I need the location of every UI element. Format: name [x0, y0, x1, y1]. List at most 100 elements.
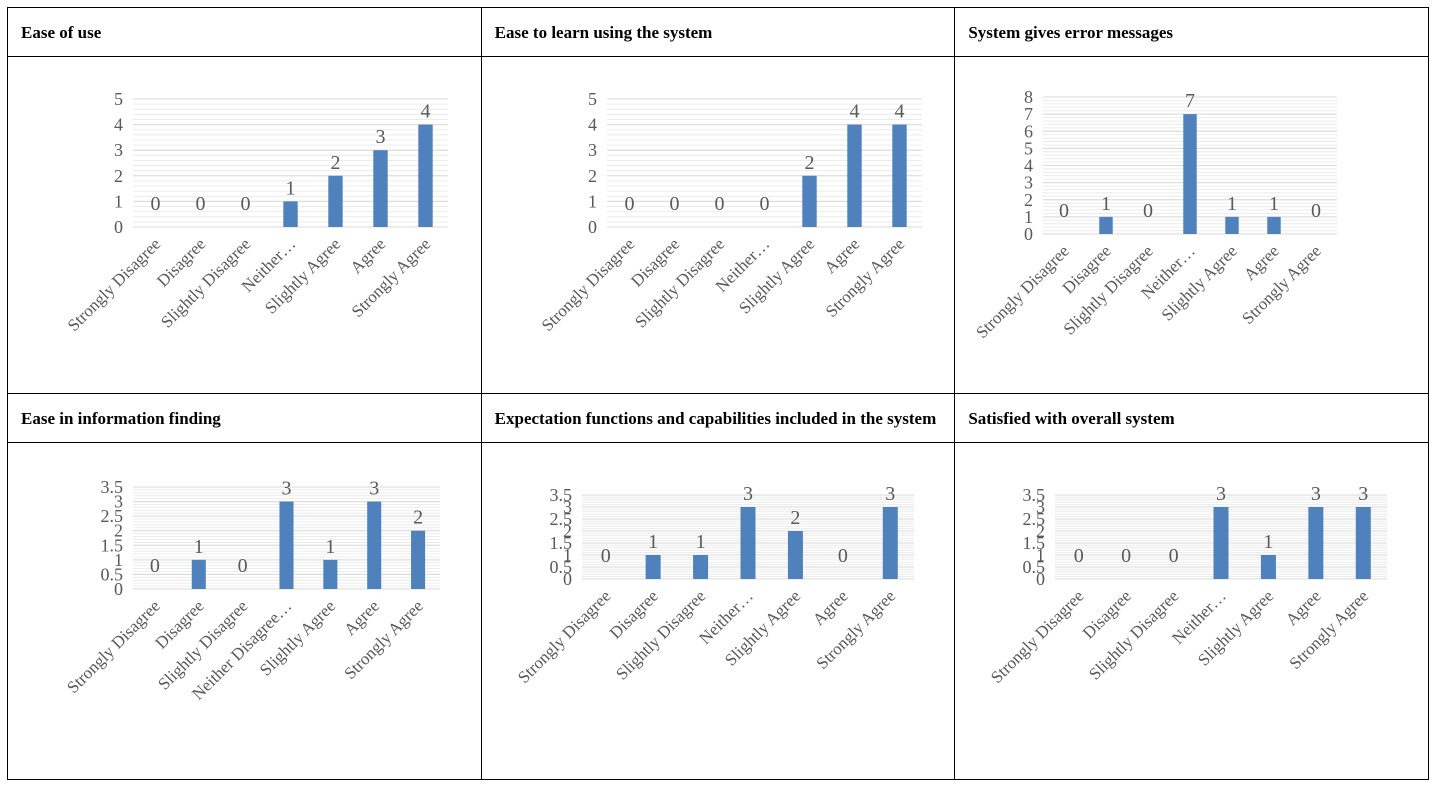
data-label: 0 — [1169, 545, 1179, 567]
y-tick-label: 8 — [1024, 87, 1033, 107]
data-label: 1 — [286, 177, 296, 199]
data-label: 3 — [376, 126, 386, 148]
data-label: 2 — [413, 507, 423, 529]
chart-cell: 0 1 2 3 4 5 6 7 8 0 Strongly Disagree 1 Disagree 0 Sli… — [954, 56, 1429, 394]
data-label: 0 — [151, 193, 161, 215]
y-tick-label: 5 — [1024, 138, 1033, 158]
chart-title: Ease to learn using the system — [494, 22, 713, 42]
data-label: 1 — [1269, 193, 1279, 215]
data-label: 4 — [894, 101, 904, 123]
bar — [801, 175, 817, 227]
category-label: Strongly Agree — [348, 234, 435, 321]
y-tick-label: 0.5 — [101, 564, 124, 584]
y-tick-label: 1 — [563, 545, 572, 565]
y-tick-label: 4 — [114, 115, 123, 135]
y-tick-label: 0 — [588, 217, 597, 237]
data-label: 0 — [759, 193, 769, 215]
data-label: 3 — [885, 483, 895, 505]
bar — [323, 559, 338, 589]
chart-cell: 0 1 2 3 4 5 0 Strongly Disagree 0 Disagree 0 Slight… — [480, 56, 956, 394]
y-tick-label: 3 — [563, 497, 572, 517]
y-tick-label: 0 — [114, 217, 123, 237]
data-label: 3 — [369, 478, 379, 500]
chart-header: Ease in information finding — [7, 393, 482, 443]
y-tick-label: 1.5 — [101, 535, 124, 555]
bar — [418, 124, 433, 227]
data-label: 0 — [838, 545, 848, 567]
y-tick-label: 1 — [114, 191, 123, 211]
y-tick-label: 1.5 — [1023, 533, 1046, 553]
data-label: 0 — [241, 193, 251, 215]
bar — [411, 530, 426, 589]
y-tick-label: 6 — [1024, 121, 1033, 141]
y-tick-label: 1 — [1036, 545, 1045, 565]
category-label: Strongly Disagree — [987, 586, 1088, 687]
chart-title: System gives error messages — [968, 22, 1174, 42]
bar — [279, 501, 294, 589]
data-label: 0 — [1143, 200, 1153, 222]
chart-cell: 0 0.5 1 1.5 2 2.5 3 3.5 0 Strongly Disagree 0 Disag… — [954, 442, 1429, 780]
data-label: 0 — [150, 555, 160, 577]
data-label: 1 — [1101, 193, 1111, 215]
data-label: 0 — [1059, 200, 1069, 222]
data-label: 0 — [669, 193, 679, 215]
category-label: Strongly Disagree — [514, 586, 615, 687]
chart-header: System gives error messages — [954, 7, 1429, 57]
bar — [191, 559, 206, 589]
y-tick-label: 2.5 — [101, 506, 124, 526]
chart-header: Satisfied with overall system — [954, 393, 1429, 443]
category-label: Strongly Agree — [821, 234, 908, 321]
data-label: 0 — [714, 193, 724, 215]
data-label: 0 — [1121, 545, 1131, 567]
bar — [1213, 507, 1229, 579]
charts-table: Ease of use Ease to learn using the syst… — [7, 7, 1429, 780]
bar — [328, 175, 343, 227]
y-tick-label: 3.5 — [549, 485, 572, 505]
data-label: 0 — [238, 555, 248, 577]
chart-cell: 0 1 2 3 4 5 0 Strongly Disagree 0 Disagree 0 Slight… — [7, 56, 482, 394]
bar — [1183, 114, 1198, 234]
data-label: 7 — [1185, 90, 1195, 112]
chart-title: Satisfied with overall system — [968, 408, 1175, 428]
data-label: 0 — [624, 193, 634, 215]
data-label: 1 — [1227, 193, 1237, 215]
chart-header: Ease to learn using the system — [480, 7, 956, 57]
y-tick-label: 0.5 — [549, 557, 572, 577]
bar — [882, 507, 898, 579]
bar — [1225, 216, 1240, 234]
category-label: Strongly Disagree — [63, 596, 164, 697]
y-tick-label: 3 — [114, 140, 123, 160]
y-tick-label: 2 — [588, 166, 597, 186]
category-label: Strongly Disagree — [973, 241, 1074, 342]
bar — [692, 555, 708, 579]
chart-title: Ease in information finding — [21, 408, 221, 428]
category-label: Agree — [820, 234, 863, 277]
data-label: 3 — [1216, 483, 1226, 505]
data-label: 0 — [600, 545, 610, 567]
y-tick-label: 0 — [563, 569, 572, 589]
bar — [283, 201, 298, 227]
y-tick-label: 0.5 — [1023, 557, 1046, 577]
data-label: 4 — [849, 101, 859, 123]
chart-cell: 0 0.5 1 1.5 2 2.5 3 3.5 0 Strongly Disagree 1 Disag… — [7, 442, 482, 780]
y-tick-label: 0 — [114, 579, 123, 599]
data-label: 2 — [331, 152, 341, 174]
category-label: Strongly Disagree — [64, 234, 165, 335]
bar — [1099, 216, 1114, 234]
data-label: 1 — [325, 536, 335, 558]
bar — [891, 124, 907, 227]
category-label: Agree — [809, 586, 852, 629]
bar — [846, 124, 862, 227]
y-tick-label: 3 — [114, 492, 123, 512]
y-tick-label: 5 — [588, 89, 597, 109]
y-tick-label: 2 — [114, 166, 123, 186]
y-tick-label: 2 — [563, 521, 572, 541]
y-tick-label: 0 — [1024, 224, 1033, 244]
y-tick-label: 2 — [1024, 190, 1033, 210]
chart-header: Ease of use — [7, 7, 482, 57]
chart-title: Expectation functions and capabilities i… — [494, 408, 937, 428]
bar — [373, 150, 388, 227]
